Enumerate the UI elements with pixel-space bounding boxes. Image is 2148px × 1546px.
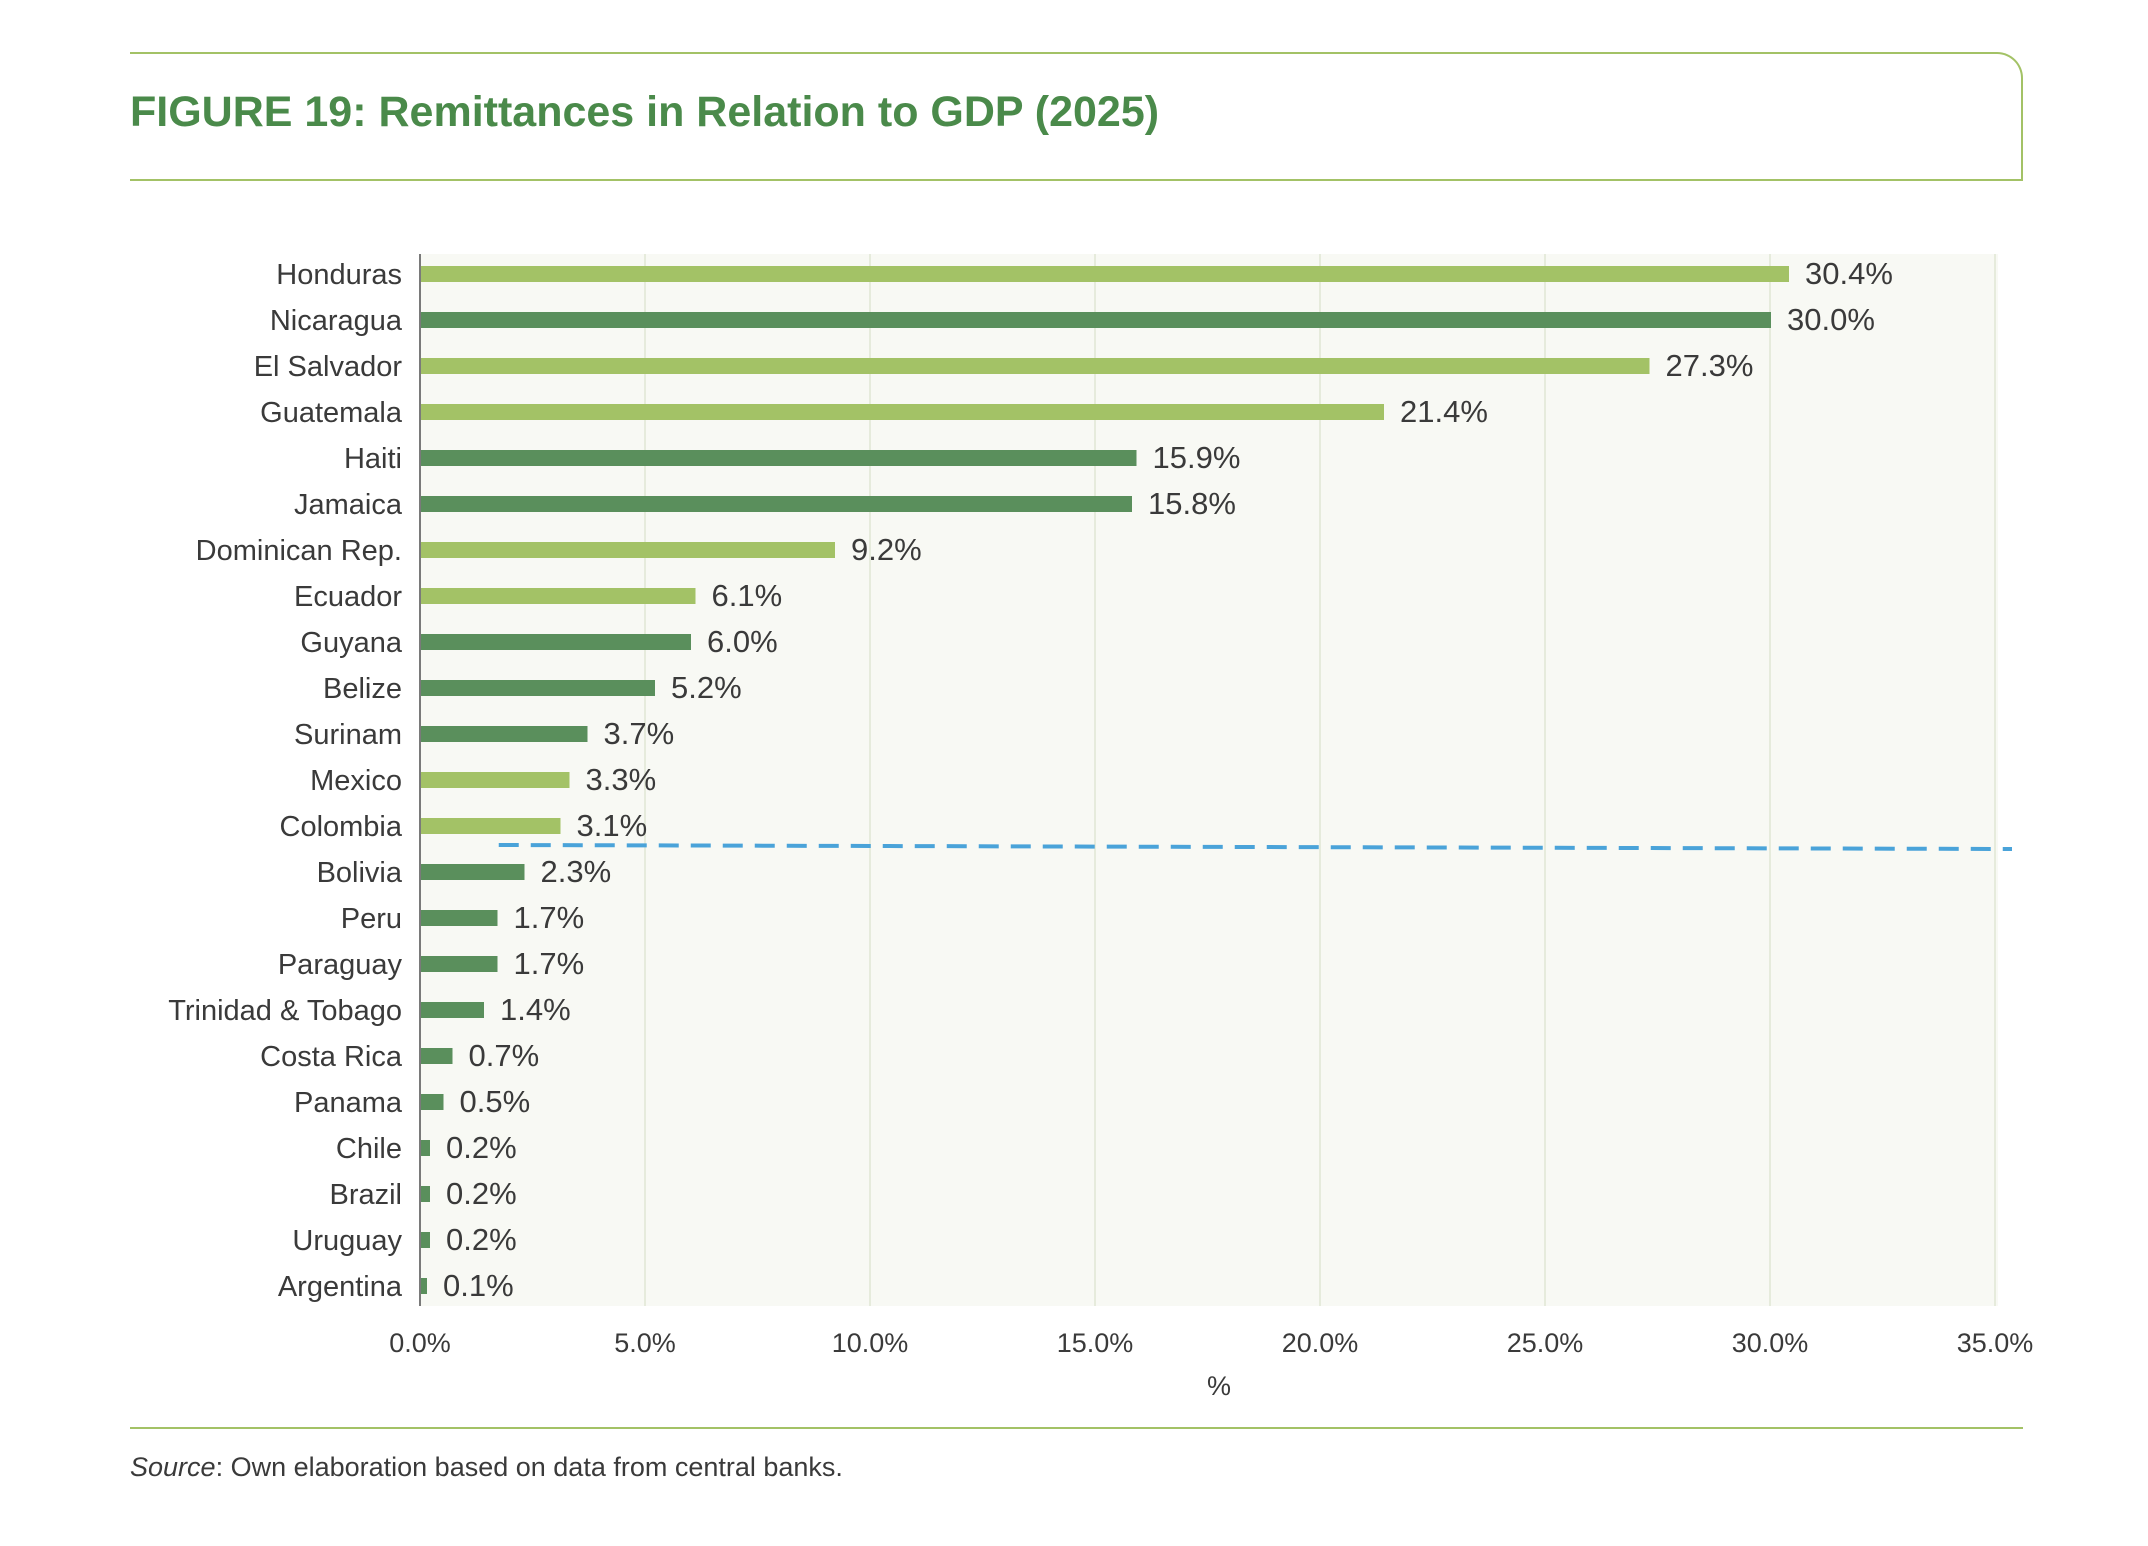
source-text: : Own elaboration based on data from cen… (215, 1452, 843, 1482)
data-label: 6.0% (707, 624, 778, 659)
bar (421, 312, 1771, 328)
y-category-label: Uruguay (292, 1225, 402, 1257)
y-category-label: Surinam (294, 719, 402, 751)
y-category-label: Dominican Rep. (196, 535, 402, 567)
bar (421, 266, 1789, 282)
data-label: 5.2% (671, 670, 742, 705)
data-label: 0.2% (446, 1176, 517, 1211)
bar (421, 680, 655, 696)
data-label: 30.4% (1805, 256, 1893, 291)
x-tick-label: 35.0% (1957, 1328, 2034, 1358)
y-category-label: Jamaica (294, 489, 403, 521)
y-category-label: Mexico (310, 765, 402, 797)
y-category-label: El Salvador (254, 351, 403, 383)
x-axis-label: % (1207, 1371, 1231, 1401)
bar (421, 1232, 430, 1248)
data-label: 1.7% (514, 946, 585, 981)
x-tick-label: 5.0% (614, 1328, 676, 1358)
y-category-label: Guyana (300, 627, 402, 659)
data-label: 3.7% (604, 716, 675, 751)
title-frame (130, 52, 2023, 181)
data-label: 3.3% (586, 762, 657, 797)
bar (421, 1186, 430, 1202)
bar (421, 1140, 430, 1156)
data-label: 6.1% (712, 578, 783, 613)
y-category-label: Guatemala (260, 397, 403, 429)
footer-divider (130, 1427, 2023, 1429)
data-label: 2.3% (541, 854, 612, 889)
data-label: 21.4% (1400, 394, 1488, 429)
bar (421, 772, 570, 788)
y-category-label: Haiti (344, 443, 402, 475)
data-label: 15.8% (1148, 486, 1236, 521)
data-label: 27.3% (1666, 348, 1754, 383)
bar (421, 450, 1137, 466)
bar (421, 496, 1132, 512)
bar (421, 358, 1650, 374)
y-category-label: Chile (336, 1133, 402, 1165)
bar (421, 1002, 484, 1018)
x-tick-label: 20.0% (1282, 1328, 1359, 1358)
x-tick-label: 0.0% (389, 1328, 451, 1358)
y-category-label: Colombia (280, 811, 403, 843)
data-label: 0.1% (443, 1268, 514, 1303)
data-label: 1.7% (514, 900, 585, 935)
data-label: 0.2% (446, 1222, 517, 1257)
plot-area (420, 254, 1998, 1306)
bar (421, 818, 561, 834)
bar (421, 634, 691, 650)
data-label: 0.5% (460, 1084, 531, 1119)
reference-dashed-line (498, 843, 2013, 851)
figure-title: FIGURE 19: Remittances in Relation to GD… (130, 88, 1160, 136)
bar (421, 864, 525, 880)
bar (421, 1094, 444, 1110)
bar (421, 1048, 453, 1064)
y-category-label: Brazil (329, 1179, 402, 1211)
x-tick-label: 10.0% (832, 1328, 909, 1358)
data-label: 0.2% (446, 1130, 517, 1165)
data-label: 1.4% (500, 992, 571, 1027)
y-category-label: Peru (341, 903, 402, 935)
y-category-label: Bolivia (317, 857, 403, 889)
bar (421, 588, 696, 604)
x-tick-label: 25.0% (1507, 1328, 1584, 1358)
bar (421, 726, 588, 742)
y-category-label: Nicaragua (270, 305, 403, 337)
y-category-label: Paraguay (278, 949, 403, 981)
y-category-label: Argentina (278, 1271, 403, 1303)
bar (421, 910, 498, 926)
bar (421, 404, 1384, 420)
bar (421, 956, 498, 972)
y-category-label: Costa Rica (260, 1041, 403, 1073)
y-category-label: Trinidad & Tobago (168, 995, 402, 1027)
data-label: 3.1% (577, 808, 648, 843)
y-category-label: Belize (323, 673, 402, 705)
source-label: Source (130, 1452, 216, 1482)
y-category-label: Panama (294, 1087, 403, 1119)
source-note: Source: Own elaboration based on data fr… (130, 1452, 843, 1483)
x-tick-label: 15.0% (1057, 1328, 1134, 1358)
y-category-label: Ecuador (294, 581, 402, 613)
data-label: 0.7% (469, 1038, 540, 1073)
data-label: 9.2% (851, 532, 922, 567)
data-label: 15.9% (1153, 440, 1241, 475)
y-category-label: Honduras (276, 259, 402, 291)
bar (421, 542, 835, 558)
x-tick-label: 30.0% (1732, 1328, 1809, 1358)
bar (421, 1278, 427, 1294)
data-label: 30.0% (1787, 302, 1875, 337)
